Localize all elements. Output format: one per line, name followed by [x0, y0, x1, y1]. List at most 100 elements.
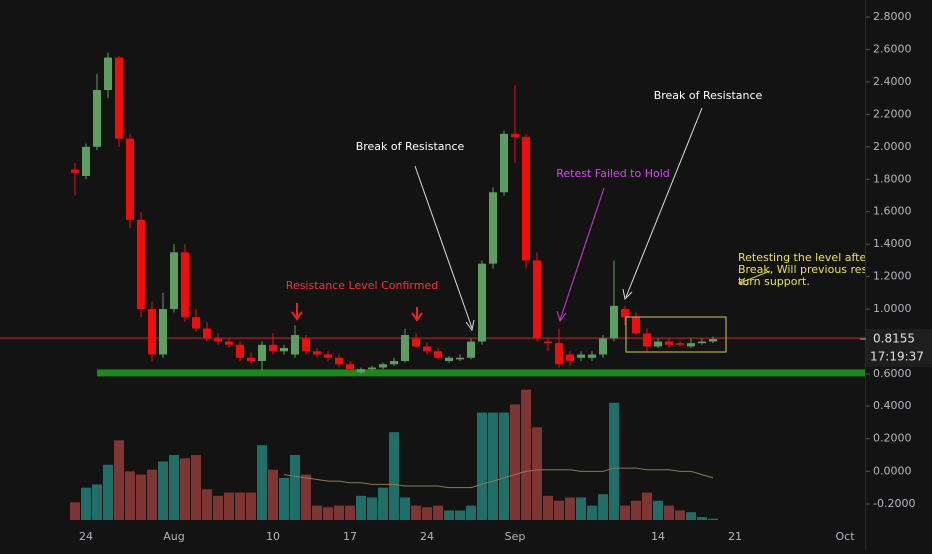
volume-bar	[81, 487, 91, 520]
volume-bar	[367, 497, 377, 520]
arrow-head	[737, 277, 748, 286]
candle-body	[346, 364, 354, 370]
candle-body	[445, 357, 453, 362]
volume-bar	[235, 492, 245, 520]
volume-bar	[92, 484, 102, 520]
x-tick-label: Aug	[163, 530, 184, 543]
volume-bar	[400, 497, 410, 520]
candle-body	[401, 335, 409, 362]
y-tick-label: 0.6000	[873, 367, 912, 380]
annotation: Break, Will previous resist	[738, 263, 881, 276]
x-tick-label: 21	[728, 530, 742, 543]
volume-bar	[257, 445, 267, 520]
arrow-line	[739, 270, 771, 284]
candle-body	[412, 338, 420, 347]
candle-body	[533, 260, 541, 339]
x-tick-label: Oct	[835, 530, 855, 543]
volume-bar	[169, 455, 179, 520]
candle-body	[214, 338, 222, 342]
x-tick-label: 10	[266, 530, 280, 543]
volume-bar	[543, 495, 553, 520]
candle-body	[709, 339, 717, 342]
y-tick-label: 2.2000	[873, 107, 912, 120]
volume-bar	[136, 474, 146, 520]
arrow-head	[556, 310, 567, 323]
annotation: turn support.	[738, 275, 810, 288]
candle-body	[181, 252, 189, 318]
volume-bar	[686, 512, 696, 520]
candle-body	[126, 138, 134, 220]
candle-body	[192, 317, 200, 329]
volume-bar	[345, 505, 355, 520]
volume-bar	[532, 427, 542, 520]
volume-bar	[70, 502, 80, 520]
y-tick-label: -0.2000	[873, 497, 915, 510]
volume-bar	[554, 500, 564, 520]
plot-area	[0, 52, 865, 520]
candle-body	[93, 90, 101, 147]
last-price-label: 0.8155	[873, 332, 915, 346]
volume-bar	[631, 500, 641, 520]
annotation: Break of Resistance	[654, 89, 763, 102]
volume-bar	[565, 497, 575, 520]
candle-body	[522, 137, 530, 261]
candle-body	[566, 354, 574, 362]
arrow-line	[559, 187, 605, 321]
candle-body	[170, 252, 178, 310]
volume-bar	[147, 469, 157, 520]
volume-bar	[510, 404, 520, 520]
y-tick-label: 1.4000	[873, 237, 912, 250]
volume-bar	[620, 505, 630, 520]
volume-bar	[477, 412, 487, 520]
red-arrow	[291, 303, 303, 321]
y-tick-label: 0.4000	[873, 399, 912, 412]
candle-body	[577, 354, 585, 358]
candle-body	[291, 335, 299, 355]
volume-bar	[433, 505, 443, 520]
candle-body	[467, 341, 475, 358]
candle-body	[159, 309, 167, 355]
candle-body	[236, 344, 244, 358]
candle-body	[489, 192, 497, 264]
candle-body	[280, 348, 288, 352]
volume-bar	[466, 505, 476, 520]
candle-body	[687, 343, 695, 347]
volume-bar	[268, 469, 278, 520]
volume-bar	[576, 497, 586, 520]
support-band	[97, 369, 865, 377]
y-tick-label: 2.0000	[873, 140, 912, 153]
arrow-line	[625, 107, 703, 298]
volume-bar	[246, 492, 256, 520]
last-price-box	[866, 329, 932, 368]
annotation: Retesting the level after th	[738, 251, 886, 264]
volume-bar	[444, 510, 454, 520]
y-tick-label: 1.2000	[873, 270, 912, 283]
volume-bar	[521, 389, 531, 520]
candle-body	[302, 338, 310, 352]
volume-bar	[114, 440, 124, 520]
candle-body	[148, 309, 156, 355]
volume-bar	[598, 494, 608, 520]
candle-body	[71, 169, 79, 173]
candle-body	[632, 317, 640, 334]
candle-body	[588, 354, 596, 358]
candle-body	[324, 354, 332, 358]
candle-body	[456, 357, 464, 360]
volume-bar	[125, 471, 135, 520]
candle-body	[544, 341, 552, 344]
price-axis	[866, 0, 932, 550]
candle-body	[203, 328, 211, 339]
range-box	[625, 316, 727, 353]
volume-bar	[455, 510, 465, 520]
candle-body	[423, 346, 431, 352]
candle-body	[643, 333, 651, 347]
candle-body	[500, 133, 508, 193]
volume-bar	[191, 455, 201, 520]
volume-bar	[587, 505, 597, 520]
volume-bar	[213, 495, 223, 520]
arrow-line	[414, 165, 473, 329]
y-tick-label: 0.2000	[873, 432, 912, 445]
candle-body	[82, 146, 90, 177]
